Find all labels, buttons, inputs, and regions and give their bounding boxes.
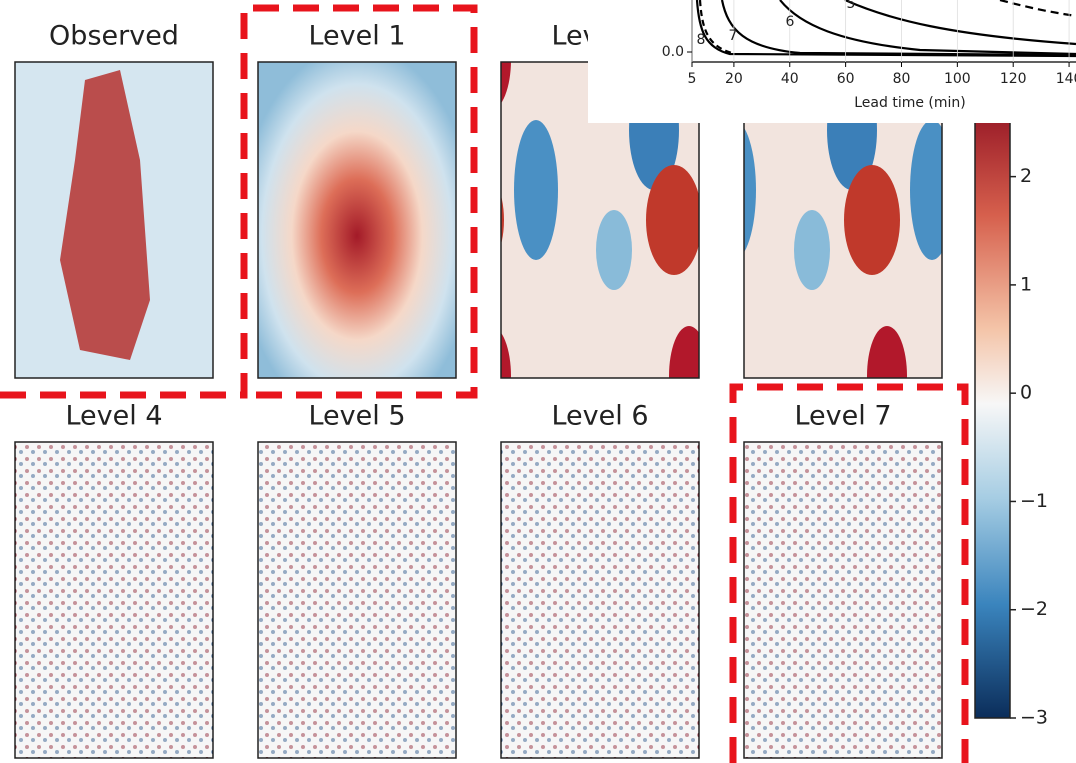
curve-label: 6 (786, 14, 795, 30)
panel-background (745, 443, 941, 757)
inset-x-tick-label: 140 (1056, 71, 1076, 87)
inset-x-tick-label: 120 (1000, 71, 1027, 87)
inset-curves (695, 0, 1076, 58)
inset-x-tick-label: 5 (688, 71, 697, 87)
panel-image (257, 61, 457, 379)
colorbar-tick-label: 0 (1020, 382, 1032, 404)
panel-title: Level 1 (308, 21, 405, 52)
highlight-boxes (0, 4, 969, 763)
colorbar: 2 1 0 −1 −2 −3 (974, 89, 1048, 729)
panel-title: Level 6 (551, 401, 648, 432)
colorbar-tick-label: −1 (1020, 490, 1048, 512)
curve (720, 0, 1076, 57)
panel-title: Level 7 (794, 401, 891, 432)
panel-background (16, 443, 212, 757)
curve (779, 0, 1076, 56)
inset-x-tick-label: 100 (944, 71, 971, 87)
curve-label: 8 (697, 32, 706, 48)
panel-title: Level 4 (65, 401, 162, 432)
curve (698, 0, 733, 55)
panel-background (259, 443, 455, 757)
inset-y-tick-label: 0.0 (662, 44, 684, 60)
inset-x-tick-label: 60 (837, 71, 855, 87)
panel-background (502, 443, 698, 757)
inset-x-axis-label: Lead time (min) (854, 95, 966, 111)
curve-label: 7 (729, 28, 738, 44)
inset-x-tick-label: 80 (893, 71, 911, 87)
highlight-level-1 (0, 4, 478, 399)
inset-x-tick-label: 40 (781, 71, 799, 87)
colorbar-tick-label: 1 (1020, 273, 1032, 295)
curve (844, 0, 1076, 46)
highlight-level-7 (729, 383, 969, 763)
colorbar-tick-label: −3 (1020, 707, 1048, 729)
inset-x-tick-label: 20 (725, 71, 743, 87)
colorbar-tick-label: 2 (1020, 165, 1032, 187)
curve-label: 5 (847, 0, 856, 12)
panel-title: Observed (49, 21, 179, 52)
panel-title: Level 5 (308, 401, 405, 432)
rain-field (60, 70, 150, 360)
curve (695, 0, 1076, 58)
colorbar-tick-label: −2 (1020, 598, 1048, 620)
colorbar-scale (974, 89, 1011, 719)
inset-chart: 5 20 40 60 80 100 120 140 0.0 Lead time (min) 8 7 6 5 (588, 0, 1076, 123)
